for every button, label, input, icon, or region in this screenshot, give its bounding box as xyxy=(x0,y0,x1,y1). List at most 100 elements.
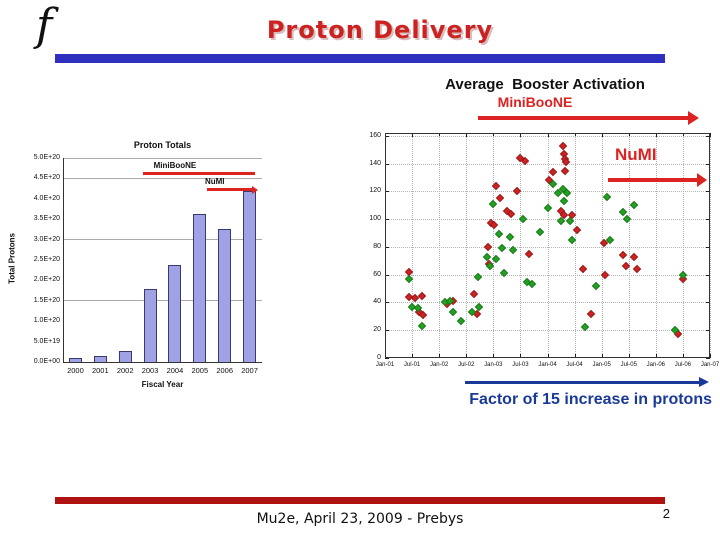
grid-line xyxy=(385,135,710,137)
header-divider-bar xyxy=(55,54,665,63)
x-tick-mark xyxy=(655,354,657,358)
annotation-line xyxy=(142,172,255,175)
y-tick-label: 160 xyxy=(369,131,381,139)
y-tick-mark xyxy=(706,302,710,304)
x-axis-line xyxy=(63,362,262,363)
annotation-arrow-head-icon xyxy=(697,173,708,188)
grid-line xyxy=(547,133,549,358)
y-tick-label: 5.0E+19 xyxy=(33,337,60,345)
y-tick-mark xyxy=(706,163,710,165)
x-tick-mark xyxy=(412,354,414,358)
x-tick-label: Jul-03 xyxy=(512,362,529,368)
booster-activation-heading: Average Booster Activation xyxy=(445,76,645,93)
fermilab-logo: f xyxy=(36,0,53,51)
x-tick-mark xyxy=(710,354,711,358)
grid-line xyxy=(520,133,522,358)
factor-increase-arrow-head-icon xyxy=(699,377,709,387)
grid-line xyxy=(710,133,711,358)
y-tick-mark xyxy=(385,163,389,165)
annotation-line xyxy=(608,178,700,183)
bar xyxy=(243,191,257,362)
plot-border xyxy=(385,133,710,358)
x-tick-mark xyxy=(547,354,549,358)
y-tick-mark xyxy=(706,358,710,359)
y-tick-mark xyxy=(385,358,389,359)
y-tick-mark xyxy=(385,302,389,304)
bar xyxy=(93,356,107,362)
y-tick-mark xyxy=(385,191,389,193)
x-tick-mark xyxy=(628,354,630,358)
grid-line xyxy=(466,133,468,358)
x-tick-mark xyxy=(466,354,468,358)
grid-line xyxy=(574,133,576,358)
footer-divider-bar xyxy=(55,497,665,504)
x-tick-label: Jul-06 xyxy=(674,362,692,368)
grid-line xyxy=(63,239,262,241)
y-tick-mark xyxy=(706,274,710,276)
y-tick-label: 1.5E+20 xyxy=(33,296,60,304)
x-tick-mark xyxy=(493,354,495,358)
y-tick-label: 3.0E+20 xyxy=(33,235,60,243)
x-tick-label: 2007 xyxy=(241,366,258,375)
x-tick-label: 2003 xyxy=(141,366,159,375)
y-tick-label: 5.0E+20 xyxy=(33,154,60,161)
grid-line xyxy=(493,133,495,358)
x-tick-mark xyxy=(466,133,468,137)
y-axis-title: Total Protons xyxy=(7,233,17,284)
x-tick-label: Jan-04 xyxy=(538,362,557,368)
y-tick-mark xyxy=(385,135,389,137)
y-tick-label: 2.5E+20 xyxy=(33,256,60,263)
y-tick-mark xyxy=(385,219,389,221)
y-tick-label: 60 xyxy=(373,270,381,278)
y-tick-label: 40 xyxy=(373,298,381,306)
proton-totals-chart: 0.0E+00 5.0E+19 1.0E+20 1.5E+20 2.0E+20 2.5E+… xyxy=(0,130,295,395)
grid-line xyxy=(385,219,710,221)
grid-line xyxy=(655,133,657,358)
x-tick-label: 2000 xyxy=(67,366,84,375)
x-tick-mark xyxy=(574,133,576,137)
x-tick-label: 2001 xyxy=(91,366,109,375)
bar xyxy=(118,350,132,362)
x-tick-label: Jan-07 xyxy=(700,362,720,368)
grid-line xyxy=(385,302,710,304)
x-tick-mark xyxy=(439,133,441,137)
y-tick-label: 20 xyxy=(373,326,381,334)
y-tick-mark xyxy=(706,219,710,221)
bar xyxy=(168,264,182,362)
y-tick-label: 80 xyxy=(373,242,381,250)
y-axis-line xyxy=(63,158,64,363)
slide-title: Proton Delivery xyxy=(266,16,494,44)
bar xyxy=(193,213,207,362)
x-tick-mark xyxy=(547,133,549,137)
grid-line xyxy=(63,157,262,159)
y-tick-mark xyxy=(706,330,710,332)
x-axis-title: Fiscal Year xyxy=(141,380,184,389)
page-number: 2 xyxy=(662,506,670,521)
bar xyxy=(68,357,82,362)
y-tick-label: 4.5E+20 xyxy=(33,174,60,182)
miniboone-arrow-head-icon xyxy=(688,111,699,125)
grid-line xyxy=(439,133,441,358)
x-tick-mark xyxy=(520,133,522,137)
y-tick-label: 120 xyxy=(369,187,381,195)
chart-title: Proton Totals xyxy=(133,140,192,150)
x-tick-mark xyxy=(682,354,684,358)
x-tick-mark xyxy=(439,354,441,358)
y-tick-mark xyxy=(385,274,389,276)
y-tick-mark xyxy=(706,135,710,137)
y-tick-label: 4.0E+20 xyxy=(33,194,60,202)
x-tick-mark xyxy=(682,133,684,137)
factor-increase-arrow xyxy=(465,381,700,384)
x-tick-label: Jul-01 xyxy=(403,362,421,368)
grid-line xyxy=(385,330,710,332)
grid-line xyxy=(385,246,710,248)
y-tick-label: 2.0E+20 xyxy=(33,276,60,284)
grid-line xyxy=(385,163,710,165)
annotation-label: NuMI xyxy=(615,145,657,165)
y-tick-mark xyxy=(706,246,710,248)
x-tick-label: Jan-06 xyxy=(646,362,665,368)
y-tick-label: 140 xyxy=(369,159,381,167)
x-tick-label: 2006 xyxy=(216,366,234,375)
x-tick-mark xyxy=(655,133,657,137)
